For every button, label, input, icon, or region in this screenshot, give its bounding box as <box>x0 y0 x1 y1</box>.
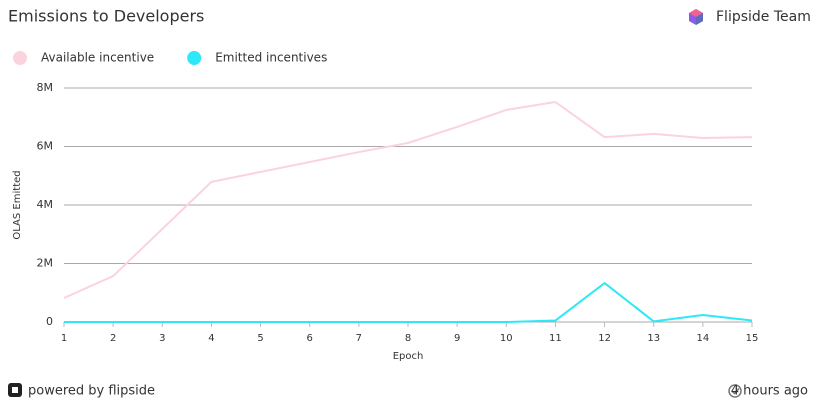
y-tick-label: 6M <box>37 140 54 153</box>
line <box>64 282 753 323</box>
x-tick-label: 12 <box>598 333 611 344</box>
x-tick-label: 11 <box>549 333 562 344</box>
legend-marker <box>13 51 27 65</box>
x-tick-label: 6 <box>307 333 313 344</box>
legend-label: Available incentive <box>41 51 154 65</box>
x-tick-label: 10 <box>500 333 513 344</box>
y-tick-label: 0 <box>46 315 53 328</box>
x-tick-label: 7 <box>356 333 362 344</box>
x-tick-label: 9 <box>454 333 460 344</box>
team-name: Flipside Team <box>716 9 811 25</box>
y-tick-label: 2M <box>37 257 54 270</box>
x-axis-label: Epoch <box>393 351 424 362</box>
line <box>63 101 753 299</box>
legend-label: Emitted incentives <box>215 51 327 65</box>
chart-title: Emissions to Developers <box>8 7 204 26</box>
y-axis-label: OLAS Emitted <box>12 170 23 239</box>
x-tick-label: 1 <box>61 333 67 344</box>
footer-logo <box>8 383 22 397</box>
x-tick-label: 5 <box>257 333 263 344</box>
footer-updated: 4 hours ago <box>731 384 808 399</box>
x-tick-label: 4 <box>208 333 214 344</box>
team-logo <box>689 9 703 25</box>
x-tick-label: 8 <box>405 333 411 344</box>
x-tick-label: 15 <box>746 333 759 344</box>
x-tick-label: 3 <box>159 333 165 344</box>
y-tick-label: 8M <box>37 81 54 94</box>
clock-icon <box>728 384 742 398</box>
footer-brand: powered by flipside <box>28 384 155 399</box>
legend-marker <box>187 51 202 65</box>
x-tick-label: 14 <box>696 333 709 344</box>
x-tick-label: 2 <box>110 333 116 344</box>
x-tick-label: 13 <box>647 333 660 344</box>
y-tick-label: 4M <box>37 198 54 211</box>
